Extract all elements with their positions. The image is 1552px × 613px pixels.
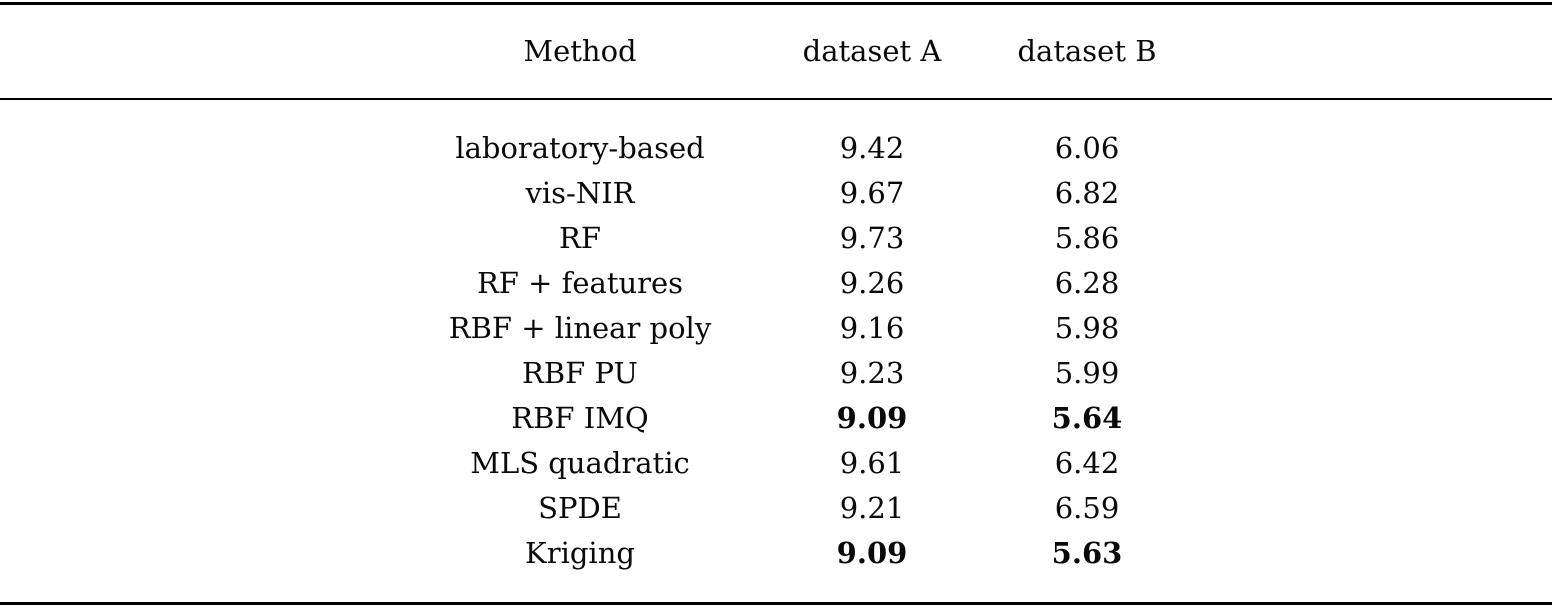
dataset-a-cell: 9.61 bbox=[839, 446, 905, 480]
method-cell: RBF PU bbox=[522, 356, 638, 390]
dataset-a-cell: 9.16 bbox=[839, 311, 905, 345]
dataset-b-cell: 5.98 bbox=[1054, 311, 1120, 345]
dataset-b-cell: 6.59 bbox=[1054, 491, 1120, 525]
method-cell: RF + features bbox=[476, 266, 684, 300]
table-row: SPDE 9.21 6.59 bbox=[0, 486, 1552, 531]
dataset-a-cell: 9.23 bbox=[839, 356, 905, 390]
method-cell: SPDE bbox=[538, 491, 622, 525]
table-row: RF + features 9.26 6.28 bbox=[0, 261, 1552, 306]
dataset-b-cell: 6.82 bbox=[1054, 176, 1120, 210]
method-cell: vis-NIR bbox=[525, 176, 635, 210]
dataset-b-cell: 6.28 bbox=[1054, 266, 1120, 300]
dataset-a-cell: 9.26 bbox=[839, 266, 905, 300]
table-row: Kriging 9.09 5.63 bbox=[0, 531, 1552, 576]
table-row: laboratory-based 9.42 6.06 bbox=[0, 126, 1552, 171]
dataset-a-cell: 9.67 bbox=[839, 176, 905, 210]
dataset-b-cell: 5.64 bbox=[1051, 401, 1123, 435]
dataset-a-cell: 9.42 bbox=[839, 131, 905, 165]
top-rule bbox=[0, 2, 1552, 5]
method-cell: RF bbox=[559, 221, 601, 255]
method-cell: RBF IMQ bbox=[511, 401, 649, 435]
method-cell: laboratory-based bbox=[455, 131, 705, 165]
dataset-a-cell: 9.21 bbox=[839, 491, 905, 525]
column-header-dataset-a: dataset A bbox=[802, 34, 942, 68]
column-header-method: Method bbox=[523, 34, 637, 68]
dataset-a-cell: 9.09 bbox=[836, 536, 908, 570]
method-cell: Kriging bbox=[525, 536, 635, 570]
table-row: MLS quadratic 9.61 6.42 bbox=[0, 441, 1552, 486]
method-cell: RBF + linear poly bbox=[448, 311, 712, 345]
dataset-b-cell: 5.99 bbox=[1054, 356, 1120, 390]
dataset-b-cell: 6.06 bbox=[1054, 131, 1120, 165]
table-row: RBF + linear poly 9.16 5.98 bbox=[0, 306, 1552, 351]
table-row: RBF IMQ 9.09 5.64 bbox=[0, 396, 1552, 441]
bottom-rule bbox=[0, 602, 1552, 605]
dataset-a-cell: 9.73 bbox=[839, 221, 905, 255]
dataset-b-cell: 5.86 bbox=[1054, 221, 1120, 255]
table-body: laboratory-based 9.42 6.06 vis-NIR 9.67 … bbox=[0, 100, 1552, 602]
dataset-a-cell: 9.09 bbox=[836, 401, 908, 435]
column-header-dataset-b: dataset B bbox=[1017, 34, 1157, 68]
table-row: vis-NIR 9.67 6.82 bbox=[0, 171, 1552, 216]
method-cell: MLS quadratic bbox=[470, 446, 690, 480]
mid-rule bbox=[0, 98, 1552, 100]
dataset-b-cell: 5.63 bbox=[1051, 536, 1123, 570]
table-row: RF 9.73 5.86 bbox=[0, 216, 1552, 261]
table-row: RBF PU 9.23 5.99 bbox=[0, 351, 1552, 396]
dataset-b-cell: 6.42 bbox=[1054, 446, 1120, 480]
table-header-row: Method dataset A dataset B bbox=[0, 5, 1552, 98]
